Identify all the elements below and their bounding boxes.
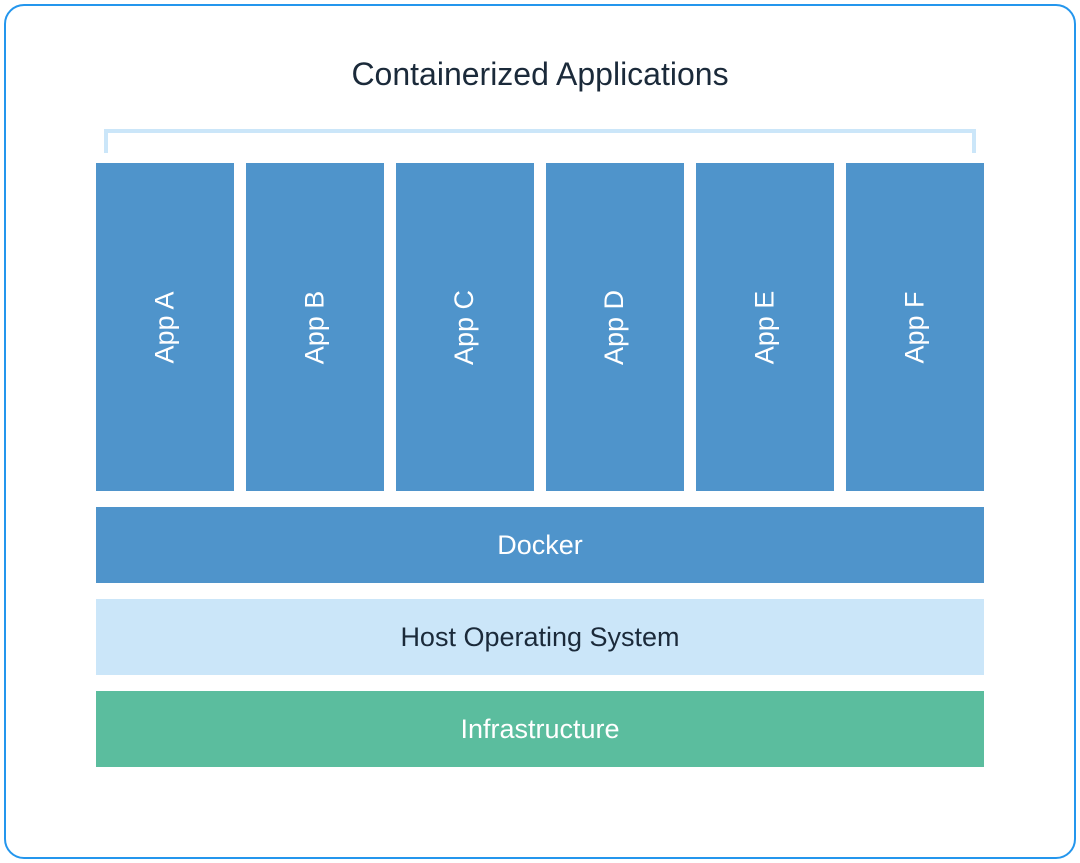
app-box: App A: [96, 163, 234, 491]
bracket-connector: [104, 129, 976, 153]
host-os-layer: Host Operating System: [96, 599, 984, 675]
layer-label: Docker: [497, 530, 583, 561]
app-box: App D: [546, 163, 684, 491]
diagram-frame: Containerized Applications App A App B A…: [4, 4, 1076, 859]
app-box: App C: [396, 163, 534, 491]
diagram-title: Containerized Applications: [96, 56, 984, 93]
layer-label: Host Operating System: [400, 622, 679, 653]
layer-label: Infrastructure: [460, 714, 619, 745]
app-label: App D: [599, 289, 630, 364]
app-label: App B: [300, 290, 331, 364]
app-label: App F: [899, 291, 930, 363]
app-box: App B: [246, 163, 384, 491]
app-label: App E: [750, 290, 781, 364]
apps-row: App A App B App C App D App E App F: [96, 163, 984, 491]
infrastructure-layer: Infrastructure: [96, 691, 984, 767]
docker-layer: Docker: [96, 507, 984, 583]
app-box: App F: [846, 163, 984, 491]
app-label: App C: [449, 289, 480, 364]
app-label: App A: [150, 291, 181, 363]
app-box: App E: [696, 163, 834, 491]
